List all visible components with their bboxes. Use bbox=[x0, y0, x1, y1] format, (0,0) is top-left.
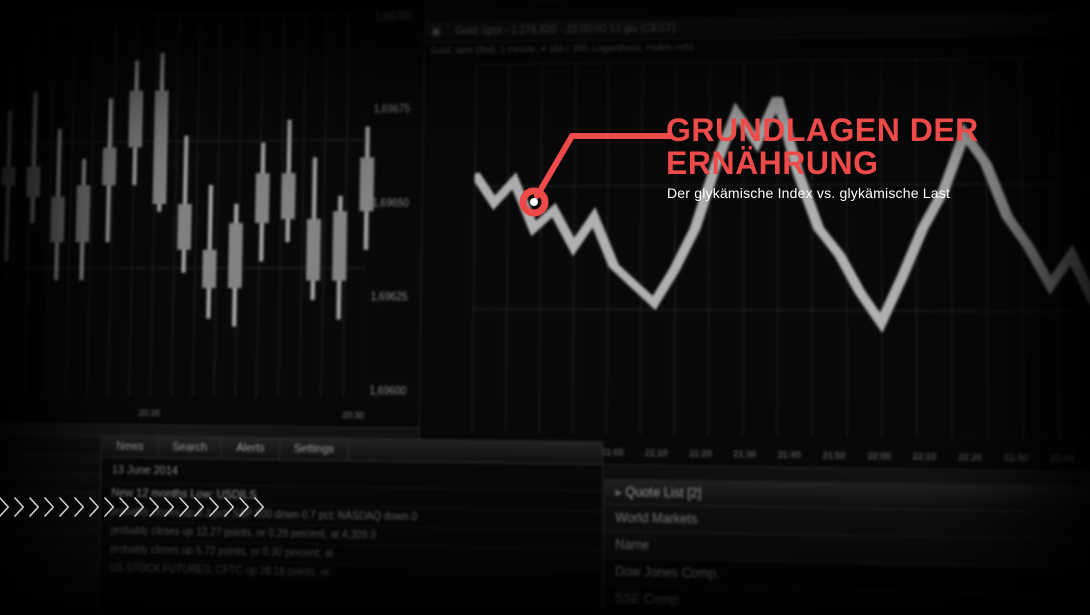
side-list-panel bbox=[0, 433, 102, 615]
quote-title: Quote List [2] bbox=[625, 485, 701, 501]
tab-alerts[interactable]: Alerts bbox=[222, 438, 280, 460]
main-chart-panel: ▣Gold, spot - 1.276,820 - 23:00:00 13 gi… bbox=[419, 11, 1090, 473]
tab-search[interactable]: Search bbox=[158, 437, 222, 459]
tab-settings[interactable]: Settings bbox=[279, 438, 349, 460]
news-panel: News Search Alerts Settings 13 June 2014… bbox=[97, 435, 603, 615]
left-xticks: 20:00 20:20 20:30 bbox=[0, 405, 364, 420]
tab-news[interactable]: News bbox=[102, 436, 158, 457]
terminal-background: 23:46 23:46 23:51 06/13/14 1,69700 1,696… bbox=[0, 0, 1090, 615]
left-candle-panel: 1,69700 1,69675 1,69650 1,69625 1,69600 … bbox=[0, 0, 427, 428]
main-chart-title: Gold, spot - 1.276,820 - 23:00:00 13 giu… bbox=[455, 20, 675, 42]
quote-panel: ▸ Quote List [2] World Markets Name Dow … bbox=[603, 479, 1090, 615]
